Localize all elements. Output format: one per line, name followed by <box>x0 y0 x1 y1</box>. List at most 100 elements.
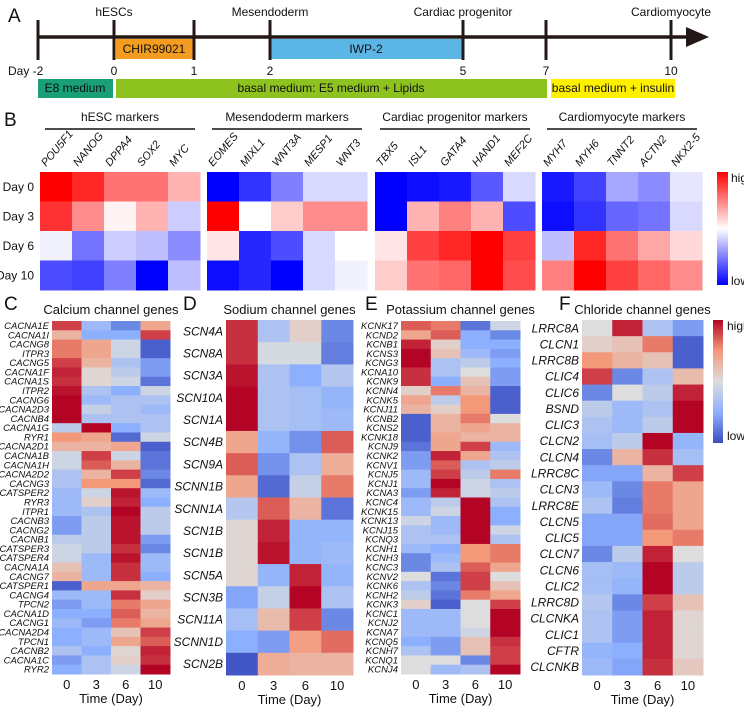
heatmap-cell <box>582 497 613 515</box>
heatmap-cell <box>257 408 290 432</box>
heatmap-cell <box>401 543 432 554</box>
heatmap-cell <box>81 321 112 331</box>
gene-label: SCN2B <box>183 657 223 671</box>
heatmap-cell <box>672 610 704 628</box>
heatmap-cell <box>289 453 322 476</box>
heatmap-cell <box>52 516 82 526</box>
heatmap-cell <box>642 513 674 531</box>
insulin-medium-bar <box>551 79 675 98</box>
heatmap-cell <box>401 571 432 582</box>
heatmap-cell <box>460 395 491 406</box>
heatmap-cell <box>226 519 259 543</box>
gene-label: SCN1B <box>183 546 223 560</box>
heatmap-cell <box>81 330 112 341</box>
heatmap-cell <box>401 646 432 656</box>
gene-label: CACNA1S <box>4 377 50 388</box>
heatmap-cell <box>226 408 259 432</box>
heatmap-title: Potassium channel genes <box>386 302 535 317</box>
heatmap-cell <box>303 260 336 291</box>
heatmap-cell <box>168 172 201 202</box>
heatmap-cell <box>111 562 141 573</box>
heatmap-cell <box>401 423 432 433</box>
heatmap-cell <box>52 432 82 443</box>
heatmap-cell <box>52 358 82 368</box>
heatmap-cell <box>612 497 643 515</box>
heatmap-cell <box>289 430 322 454</box>
heatmap-cell <box>140 553 171 564</box>
gene-label: LRRC8A <box>532 321 579 335</box>
heatmap-cell <box>490 451 521 461</box>
treatment-label: CHIR99021 <box>123 42 186 56</box>
heatmap-cell <box>460 339 491 350</box>
heatmap-cell <box>672 481 704 498</box>
heatmap-cell <box>52 395 82 406</box>
gene-label: CLCN4 <box>540 450 580 464</box>
heatmap-cell <box>612 432 643 450</box>
row-label: Day 3 <box>3 209 35 223</box>
gene-label: CACNA1B <box>4 451 50 462</box>
heatmap-cell <box>226 541 259 565</box>
heatmap-cell <box>672 465 704 482</box>
heatmap-cell <box>140 646 171 656</box>
heatmap-cell <box>430 358 461 368</box>
heatmap-cell <box>612 368 643 386</box>
heatmap-cell <box>401 581 432 591</box>
gene-label: CACNA1E <box>4 321 50 332</box>
heatmap-cell <box>672 400 704 418</box>
heatmap-cell <box>40 201 73 232</box>
heatmap-cell <box>52 339 82 350</box>
heatmap-cell <box>168 231 201 261</box>
gene-label: KCNK2 <box>366 451 398 462</box>
heatmap-cell <box>140 497 171 508</box>
heatmap-cell <box>140 395 171 406</box>
day-label: 2 <box>267 64 274 78</box>
heatmap-cell <box>239 231 272 261</box>
heatmap-cell <box>642 481 674 498</box>
stage-label: Cardiomyocyte <box>631 5 711 19</box>
gene-label: SCN4B <box>183 435 223 449</box>
gene-label: SCN8A <box>183 346 223 360</box>
heatmap-cell <box>490 581 521 591</box>
heatmap-cell <box>52 655 82 666</box>
x-tick-label: 10 <box>681 678 695 693</box>
gene-label: CACNG4 <box>9 590 49 601</box>
gene-label: KCNK15 <box>361 507 399 518</box>
gene-label: KCNQ1 <box>365 655 398 666</box>
heatmap-cell <box>52 404 82 415</box>
heatmap-cell <box>460 330 491 341</box>
heatmap-cell <box>430 404 461 415</box>
heatmap-cell <box>111 497 141 508</box>
heatmap-cell <box>81 516 112 526</box>
heatmap-cell <box>642 336 674 353</box>
gene-label: MESP1 <box>302 133 335 169</box>
heatmap-cell <box>401 441 432 452</box>
heatmap-cell <box>503 201 536 232</box>
heatmap-cell <box>257 320 290 343</box>
gene-label: CLIC6 <box>545 386 579 400</box>
heatmap-cell <box>226 364 259 388</box>
heatmap-cell <box>111 599 141 610</box>
heatmap-cell <box>407 201 440 232</box>
heatmap-cell <box>52 571 82 582</box>
x-tick-label: 6 <box>654 678 661 693</box>
heatmap-cell <box>81 646 112 656</box>
e5-medium-bar <box>116 79 547 98</box>
heatmap-cell <box>111 525 141 536</box>
panel-b-marker-heatmap: B high low Day 0 Day 3 Day 6 Day 10 hESC mar… <box>0 110 744 291</box>
heatmap-cell <box>257 475 290 498</box>
heatmap-cell <box>582 626 613 644</box>
heatmap-cell <box>321 386 354 410</box>
gene-label: SCNN1B <box>174 480 223 494</box>
heatmap-cell <box>111 516 141 526</box>
x-tick-label: 0 <box>594 678 601 693</box>
heatmap-cell <box>321 497 354 521</box>
heatmap-cell <box>81 627 112 638</box>
heatmap-cell <box>321 608 354 632</box>
heatmap-cell <box>642 320 674 337</box>
heatmap-cell <box>638 260 671 291</box>
heatmap-cell <box>52 451 82 461</box>
heatmap-cell <box>52 581 82 591</box>
colorbar-low-label: low <box>731 274 744 288</box>
heatmap-cell <box>226 342 259 365</box>
